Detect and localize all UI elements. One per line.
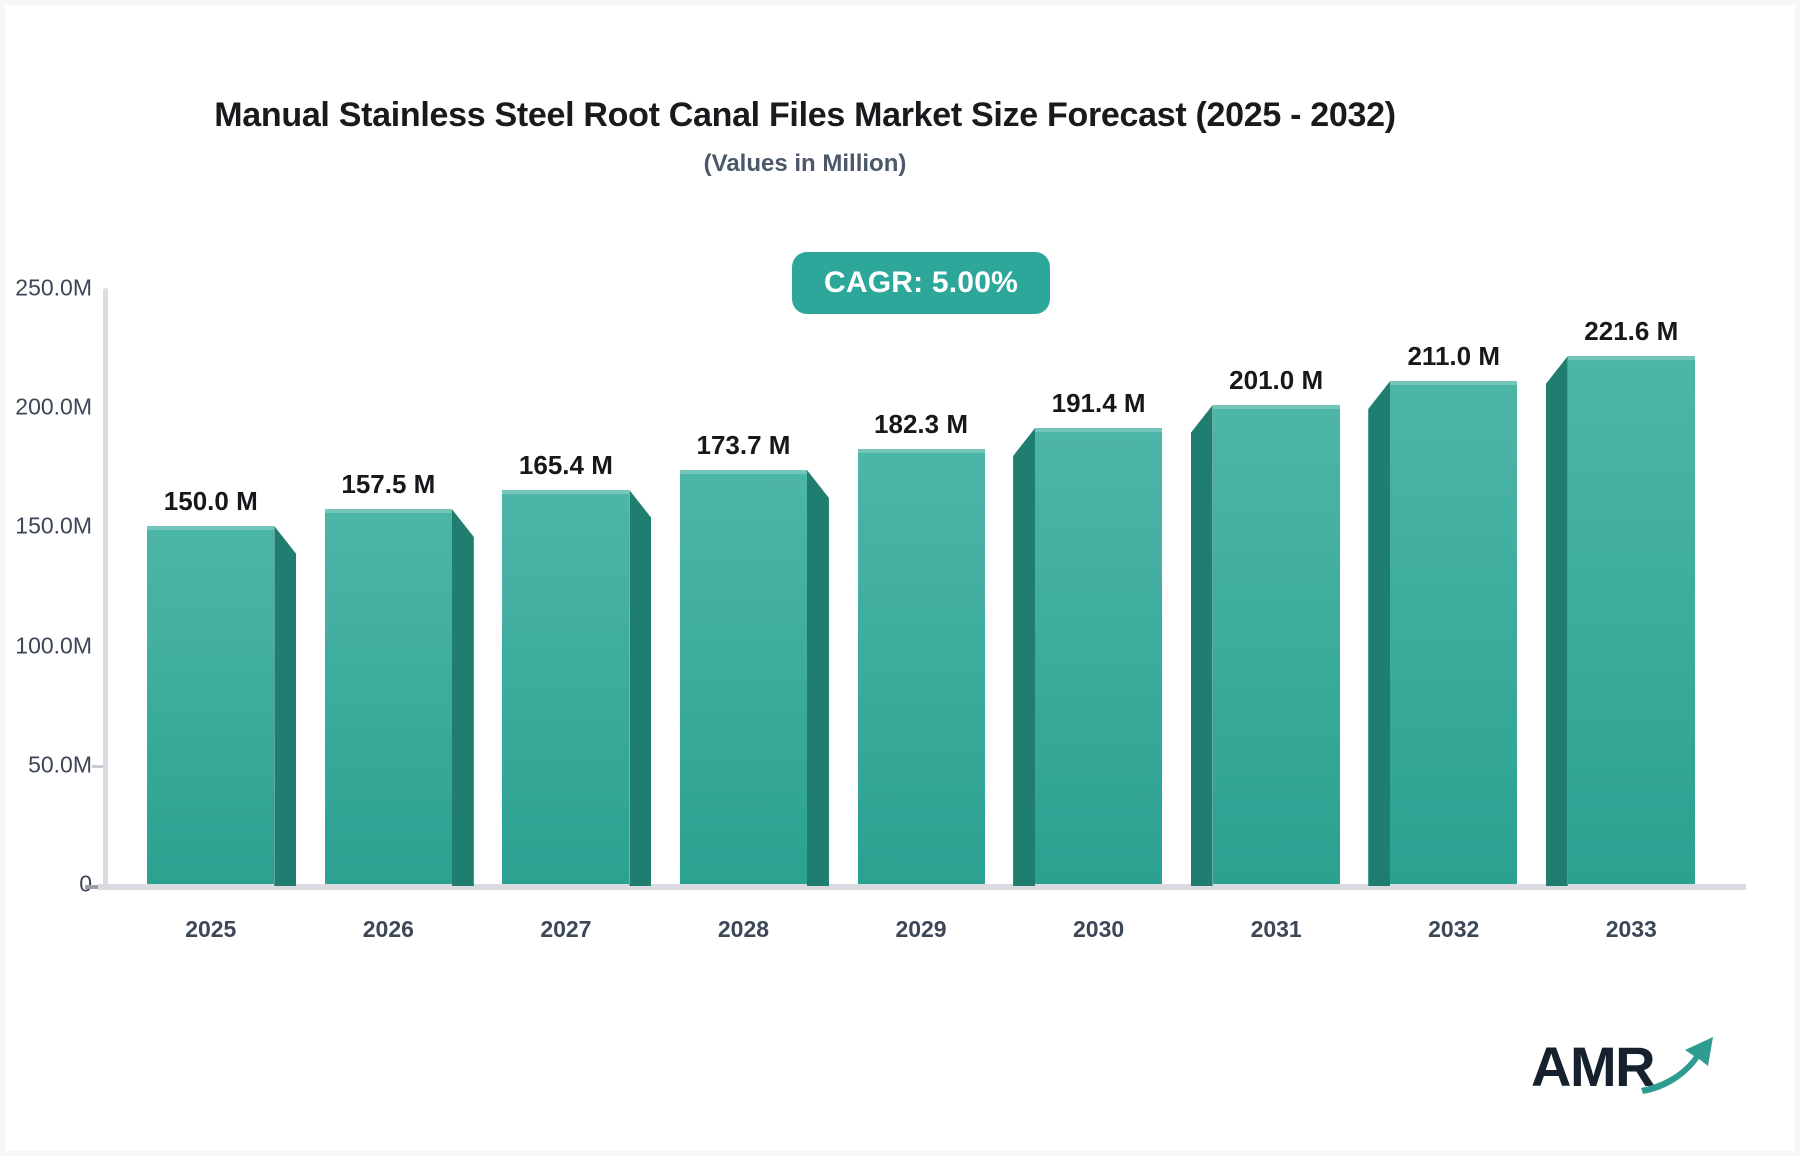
bar-value-label-2028: 173.7 M [696, 430, 791, 460]
bar-value-label-2027: 165.4 M [518, 450, 613, 480]
page-frame-bottom [0, 1151, 1800, 1156]
y-axis-label-250.0M: 250.0M [15, 274, 92, 301]
cagr-badge: CAGR: 5.00% [792, 252, 1050, 314]
bar-2031: 201.0 M [1212, 365, 1340, 884]
y-axis-labels: 250.0M 200.0M 150.0M 100.0M 50.0M 0 [0, 0, 92, 1156]
chart-title: Manual Stainless Steel Root Canal Files … [214, 96, 1396, 134]
y-axis-label-0: 0 [79, 870, 92, 897]
x-axis-label-2029: 2029 [895, 916, 947, 942]
y-axis-label-150.0M: 150.0M [15, 512, 92, 539]
x-axis-label-2030: 2030 [1073, 916, 1125, 942]
bar-2032: 211.0 M [1390, 341, 1518, 884]
bar-value-label-2031: 201.0 M [1229, 365, 1324, 395]
x-axis-labels: 2025 2026 2027 2028 2029 2030 2031 2032 2033 [122, 916, 1720, 943]
bar-value-label-2033: 221.6 M [1584, 316, 1679, 346]
bar-slot-2029: 182.3 M [832, 288, 1010, 884]
x-axis-label-2033: 2033 [1605, 916, 1657, 942]
bar-slot-2028: 173.7 M [655, 288, 833, 884]
bar-2027: 165.4 M [502, 450, 630, 884]
x-axis-label-2025: 2025 [185, 916, 237, 942]
bar-slot-2025: 150.0 M [122, 288, 300, 884]
amr-logo-text: AMR [1531, 1035, 1656, 1098]
bar-slot-2031: 201.0 M [1187, 288, 1365, 884]
x-axis-label-2028: 2028 [717, 916, 770, 942]
bar-slot-2033: 221.6 M [1543, 288, 1721, 884]
bar-2025: 150.0 M [147, 486, 275, 884]
amr-logo: AMR [1531, 1034, 1721, 1108]
x-axis-label-2032: 2032 [1428, 916, 1480, 942]
bar-2028: 173.7 M [679, 430, 807, 884]
chart-subtitle: (Values in Million) [703, 150, 907, 177]
y-axis-tick-50 [92, 765, 103, 768]
page-frame-right [1795, 0, 1800, 1156]
page-frame-left [0, 0, 5, 1156]
page-frame-top [0, 0, 1800, 5]
bar-value-label-2030: 191.4 M [1051, 388, 1146, 418]
bar-2026: 157.5 M [324, 469, 452, 884]
cagr-badge-row: CAGR: 5.00% [122, 252, 1720, 314]
bar-slot-2032: 211.0 M [1365, 288, 1543, 884]
bar-value-label-2032: 211.0 M [1407, 341, 1500, 371]
y-axis-label-200.0M: 200.0M [15, 393, 92, 420]
bar-value-label-2029: 182.3 M [874, 409, 969, 439]
bars-layer: 150.0 M 157.5 M 165.4 M 173.7 M 182.3 M 191.4… [122, 288, 1720, 884]
x-axis-label-2026: 2026 [362, 916, 414, 942]
y-axis-line [103, 288, 108, 889]
x-axis-label-2027: 2027 [540, 916, 592, 942]
x-axis-label-2031: 2031 [1250, 916, 1302, 942]
bar-value-label-2026: 157.5 M [341, 469, 436, 499]
y-axis-tick-0 [85, 885, 103, 889]
x-axis-line [98, 884, 1746, 890]
bar-value-label-2025: 150.0 M [163, 486, 258, 516]
growth-arrow-icon [1641, 1037, 1713, 1094]
bar-slot-2027: 165.4 M [477, 288, 655, 884]
bar-slot-2026: 157.5 M [300, 288, 478, 884]
y-axis-label-100.0M: 100.0M [15, 632, 92, 659]
y-axis-label-50.0M: 50.0M [28, 751, 92, 778]
bar-2033: 221.6 M [1567, 316, 1695, 884]
bar-2029: 182.3 M [857, 409, 985, 884]
bar-slot-2030: 191.4 M [1010, 288, 1188, 884]
bar-2030: 191.4 M [1035, 388, 1163, 884]
